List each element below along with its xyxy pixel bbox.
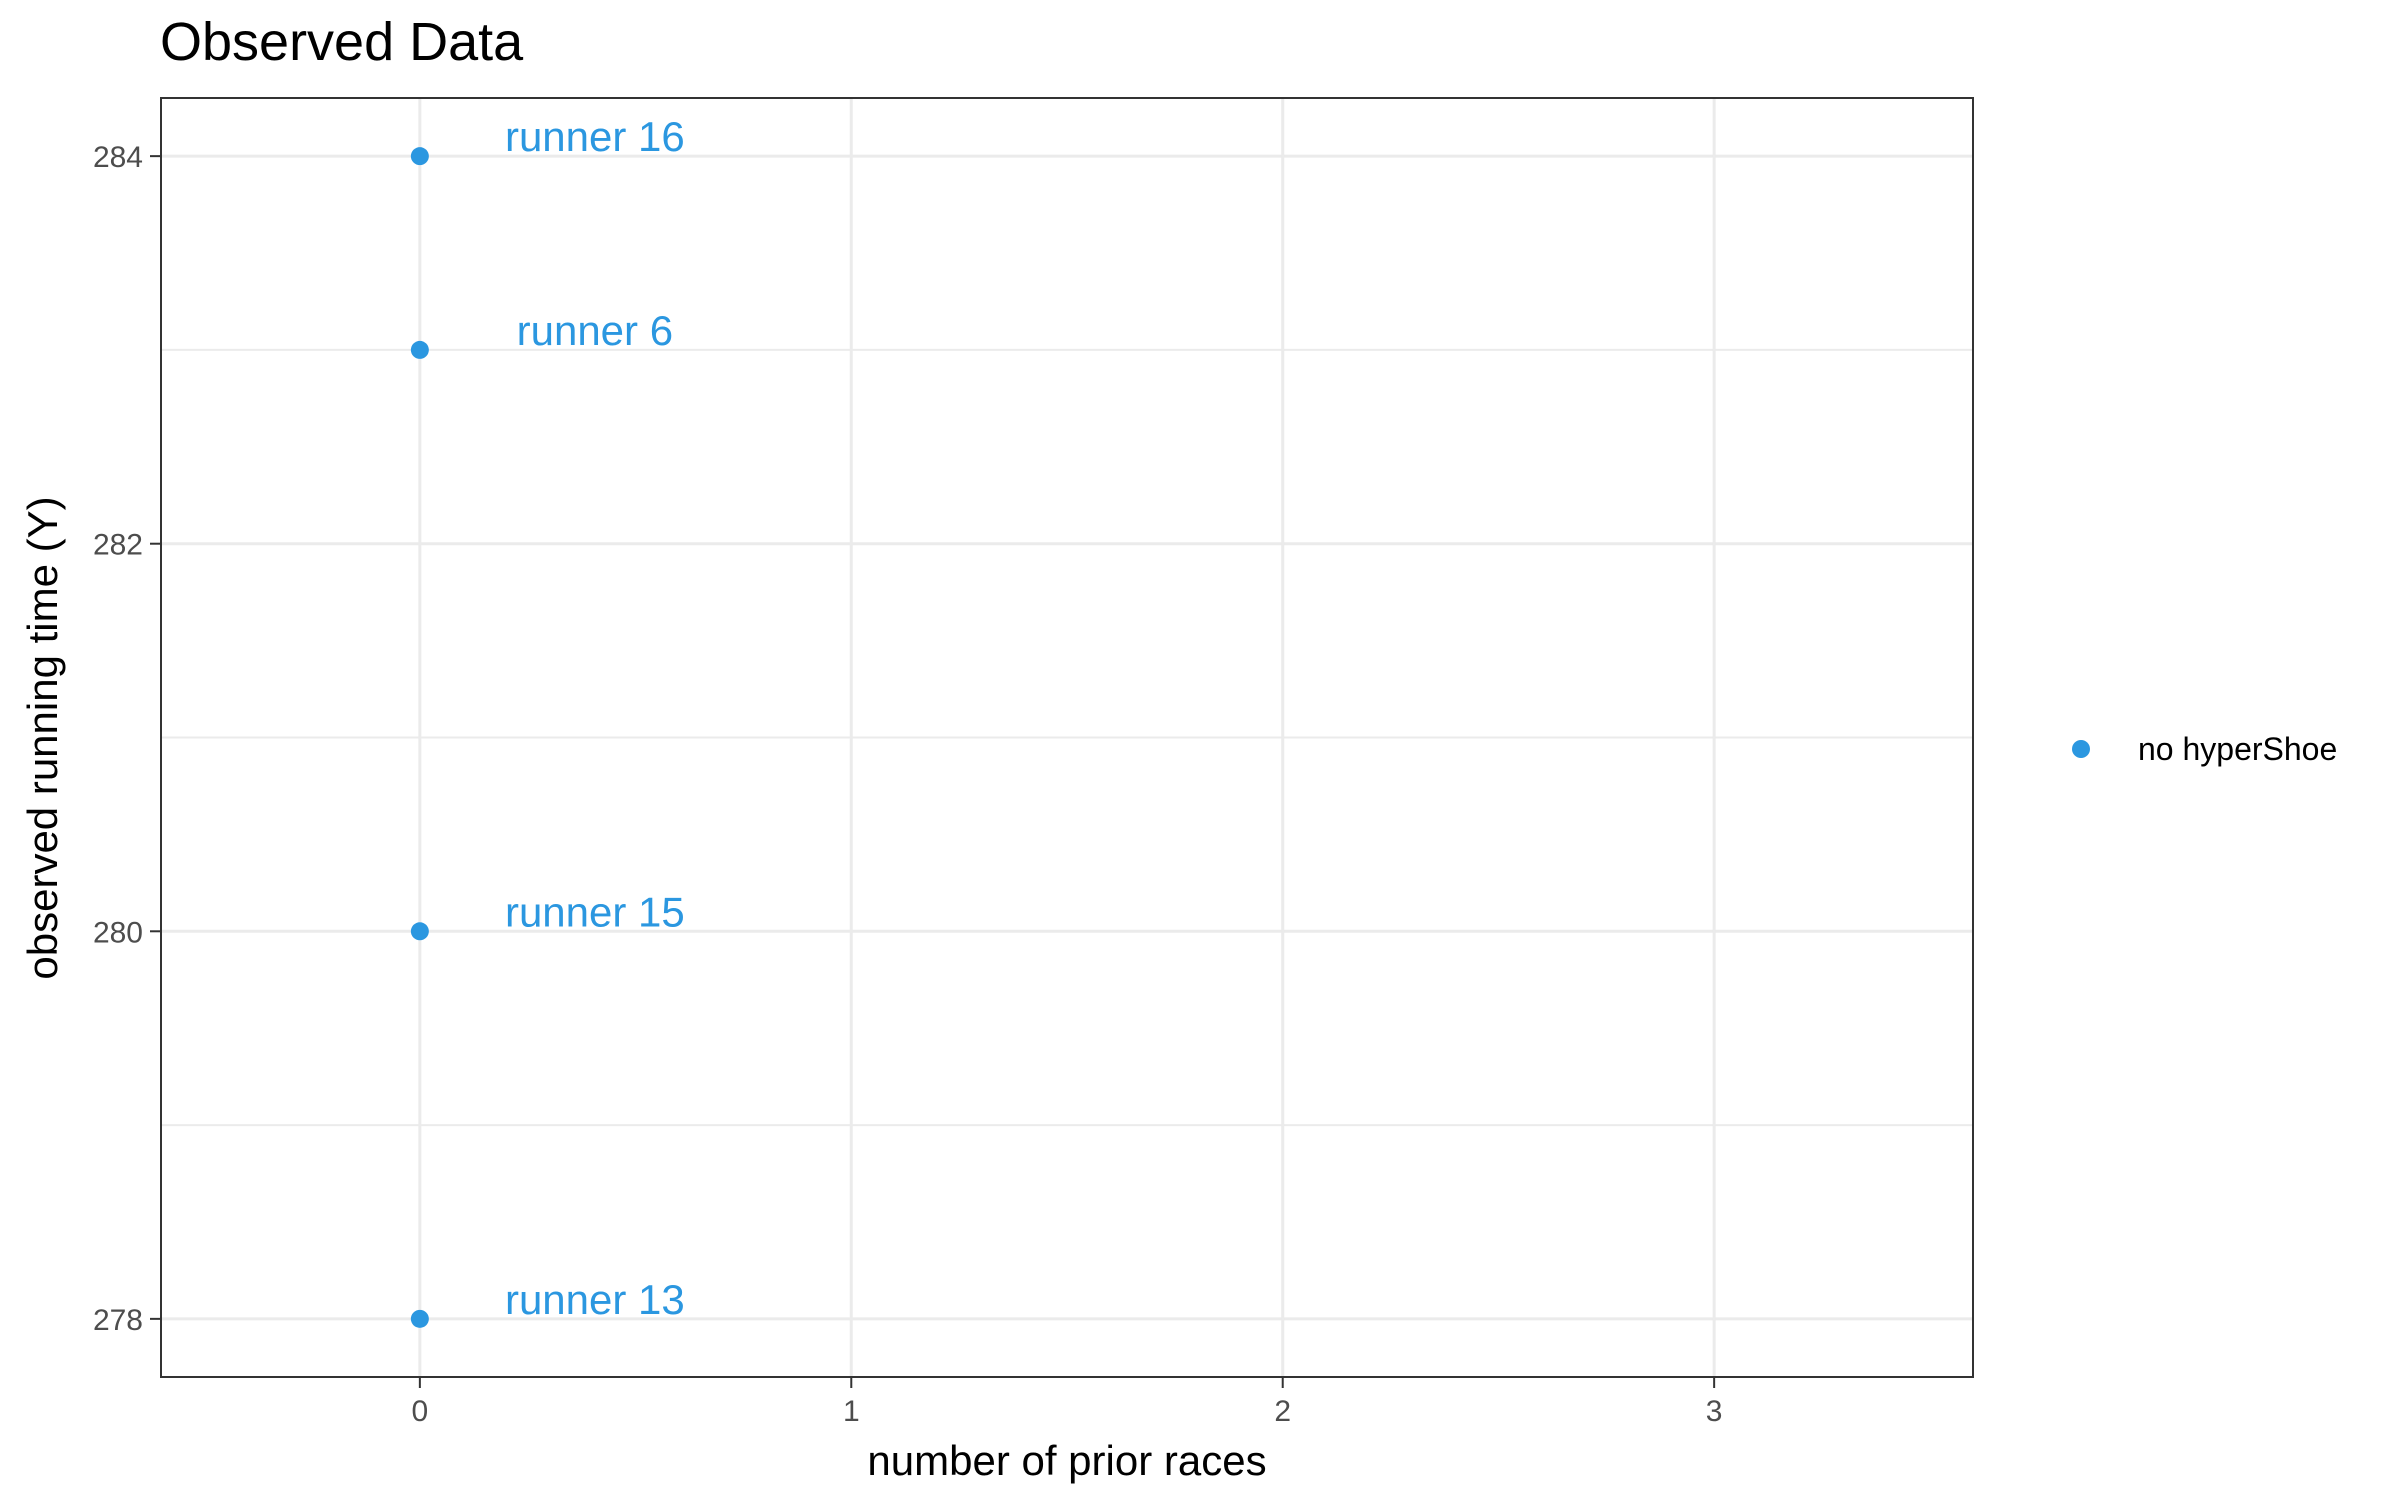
y-tick-label: 282 [93, 529, 143, 562]
point-label: runner 16 [505, 113, 685, 160]
y-tick-label: 278 [93, 1304, 143, 1337]
point-label: runner 13 [505, 1276, 685, 1323]
data-point [410, 1309, 429, 1328]
x-tick-label: 3 [1706, 1395, 1723, 1428]
legend-key [2072, 740, 2090, 758]
chart-title: Observed Data [160, 12, 524, 72]
point-labels: runner 16 runner 6 runner 15 runner 13 [505, 113, 685, 1323]
y-tick-label: 284 [93, 141, 143, 174]
grid-lines [161, 98, 1973, 1377]
legend-label: no hyperShoe [2138, 731, 2337, 767]
x-axis-title: number of prior races [867, 1437, 1266, 1484]
point-label: runner 6 [517, 307, 673, 354]
x-tick-label: 2 [1274, 1395, 1291, 1428]
x-tick-label: 0 [412, 1395, 429, 1428]
y-tick-label: 280 [93, 916, 143, 949]
axis-ticks: 278 280 282 284 0 1 2 3 [93, 141, 1723, 1428]
x-tick-label: 1 [843, 1395, 860, 1428]
data-point [410, 340, 429, 359]
legend: no hyperShoe [2072, 731, 2337, 767]
data-point [410, 147, 429, 166]
plot-panel-border [160, 97, 1974, 1378]
y-axis-title: observed running time (Y) [19, 496, 66, 979]
data-points [410, 147, 429, 1328]
point-label: runner 15 [505, 888, 685, 935]
data-point [410, 922, 429, 941]
